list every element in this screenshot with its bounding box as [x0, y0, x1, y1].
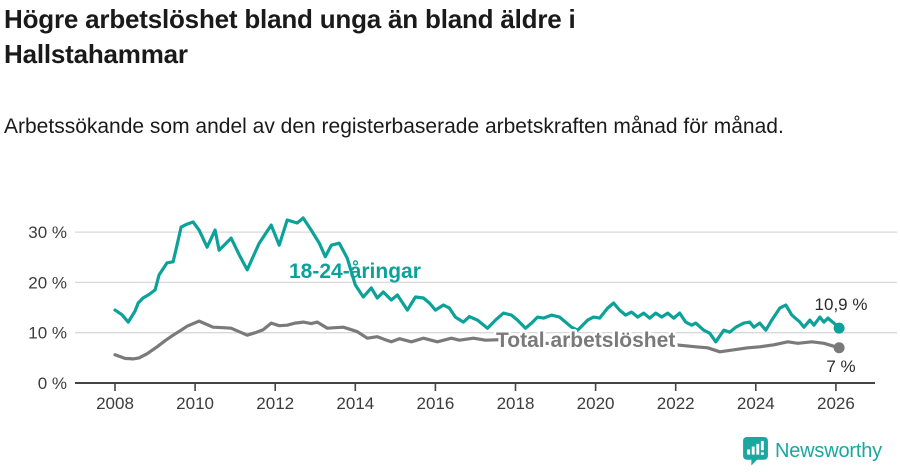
x-tick-label: 2018: [497, 394, 535, 413]
end-value-label-total: 7 %: [826, 357, 855, 376]
y-tick-label: 30 %: [28, 223, 67, 242]
newsworthy-wordmark: Newsworthy: [775, 440, 882, 462]
series-end-dot-1: [833, 342, 845, 354]
newsworthy-icon: [743, 437, 768, 466]
line-chart: 0 % 10 % 20 % 30 % 2008 2010 2012 2014 2016 2018 2…: [28, 216, 897, 413]
page-title: Högre arbetslöshet bland unga än bland ä…: [4, 4, 576, 70]
newsworthy-logo[interactable]: Newsworthy: [743, 437, 882, 466]
label-layer: 18-24-åringar Total arbetslöshet 10,9 % …: [289, 260, 867, 376]
y-tick-label: 10 %: [28, 324, 67, 343]
x-tick-label: 2014: [336, 394, 374, 413]
series-line-0: [113, 216, 841, 344]
y-tick-label: 20 %: [28, 273, 67, 292]
end-value-label-youth: 10,9 %: [815, 295, 868, 314]
x-tick-label: 2026: [817, 394, 855, 413]
series-line-1: [113, 319, 841, 361]
series-layer: [113, 216, 845, 361]
series-label-total: Total arbetslöshet: [496, 329, 675, 352]
y-tick-label: 0 %: [38, 374, 67, 393]
x-tick-label: 2022: [657, 394, 695, 413]
axis-layer: 0 % 10 % 20 % 30 % 2008 2010 2012 2014 2016 2018 2…: [28, 223, 875, 413]
x-tick-label: 2008: [96, 394, 134, 413]
grid-layer: [75, 231, 897, 334]
series-end-dot-0: [833, 322, 845, 334]
series-label-youth: 18-24-åringar: [289, 260, 421, 283]
page-subtitle: Arbetssökande som andel av den registerb…: [4, 115, 784, 138]
x-tick-label: 2010: [176, 394, 214, 413]
x-tick-label: 2012: [256, 394, 294, 413]
x-tick-label: 2024: [737, 394, 775, 413]
x-tick-label: 2020: [577, 394, 615, 413]
x-tick-label: 2016: [416, 394, 454, 413]
